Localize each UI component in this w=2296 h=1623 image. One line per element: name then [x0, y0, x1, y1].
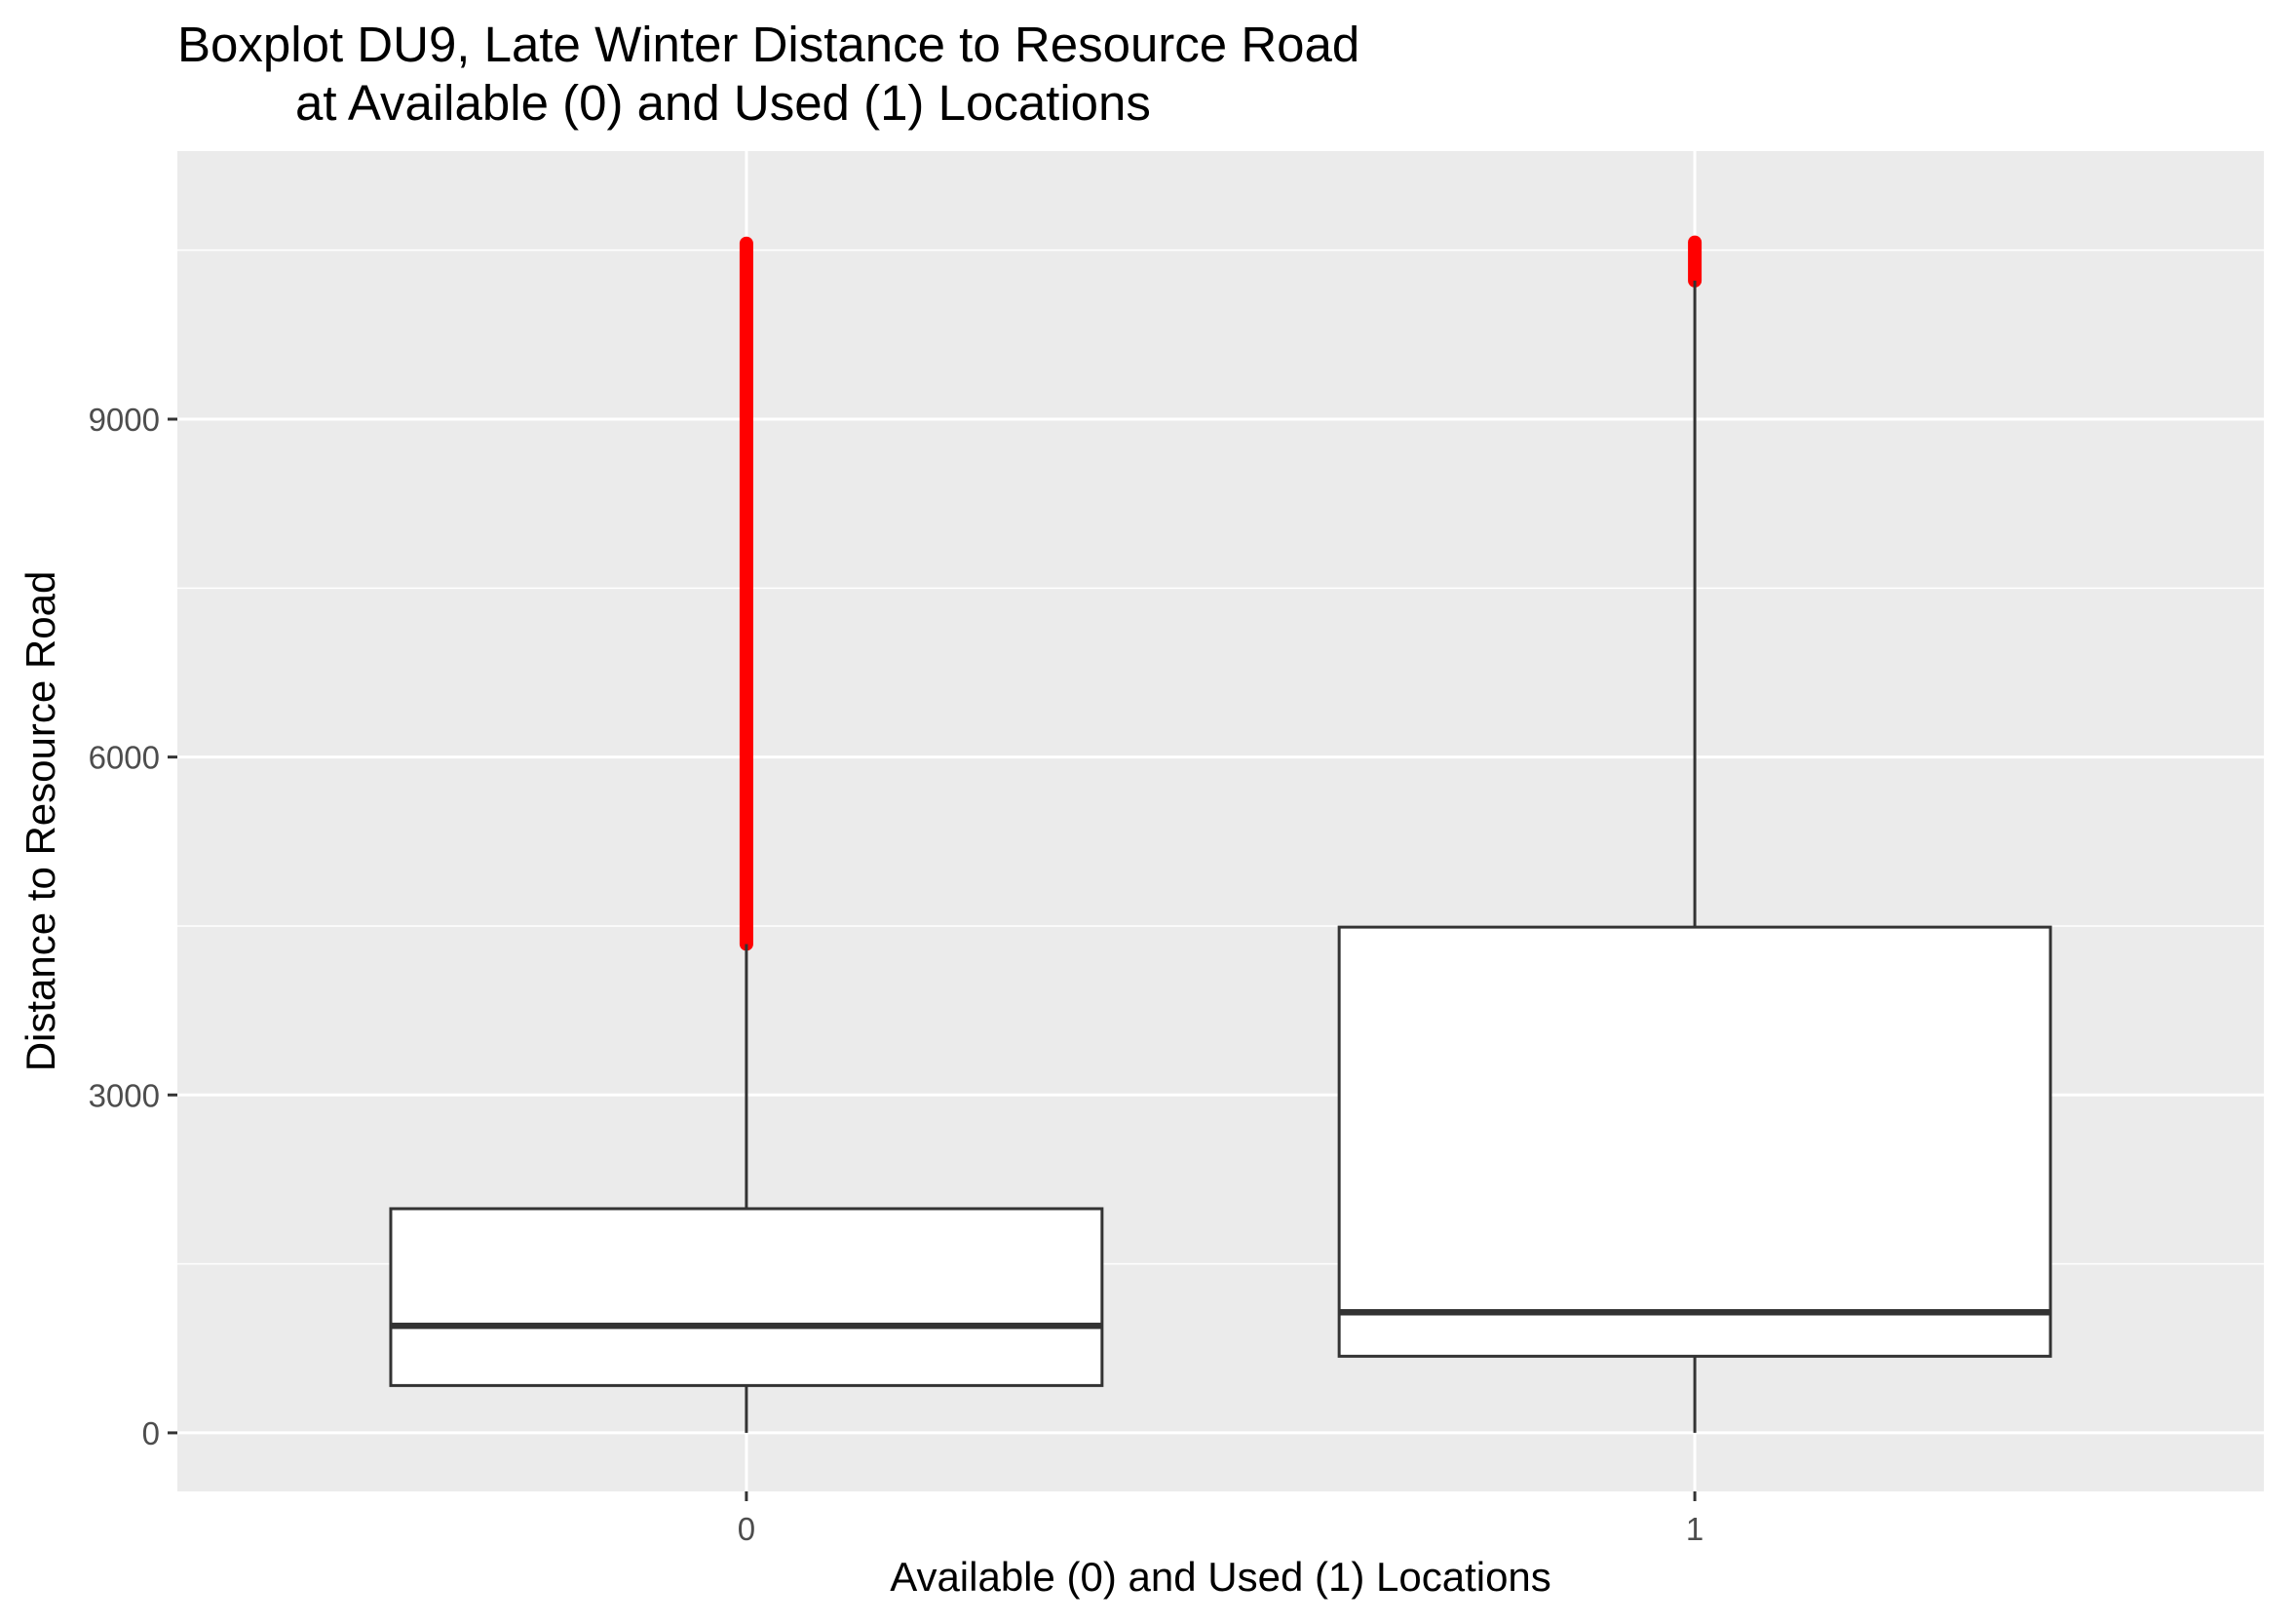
y-tick-label: 3000 [89, 1077, 160, 1113]
box-group-0 [389, 236, 1104, 1433]
y-tick-label: 9000 [89, 402, 160, 438]
y-tick-label: 0 [142, 1415, 160, 1451]
box-group-1 [1337, 235, 2052, 1433]
chart-title-line-2: at Available (0) and Used (1) Locations [295, 75, 1151, 131]
box-iqr [389, 1207, 1104, 1387]
axis-layer: 0 3000 6000 9000 0 1 [89, 402, 1704, 1547]
chart-title-line-1: Boxplot DU9, Late Winter Distance to Res… [177, 17, 1360, 72]
y-tick-label: 6000 [89, 740, 160, 776]
x-tick-label: 1 [1686, 1511, 1703, 1547]
x-axis-label: Available (0) and Used (1) Locations [890, 1554, 1551, 1600]
x-tick-label: 0 [738, 1511, 755, 1547]
y-axis-label: Distance to Resource Road [18, 571, 63, 1072]
box-layer [389, 235, 2052, 1433]
box-iqr [1337, 925, 2052, 1358]
